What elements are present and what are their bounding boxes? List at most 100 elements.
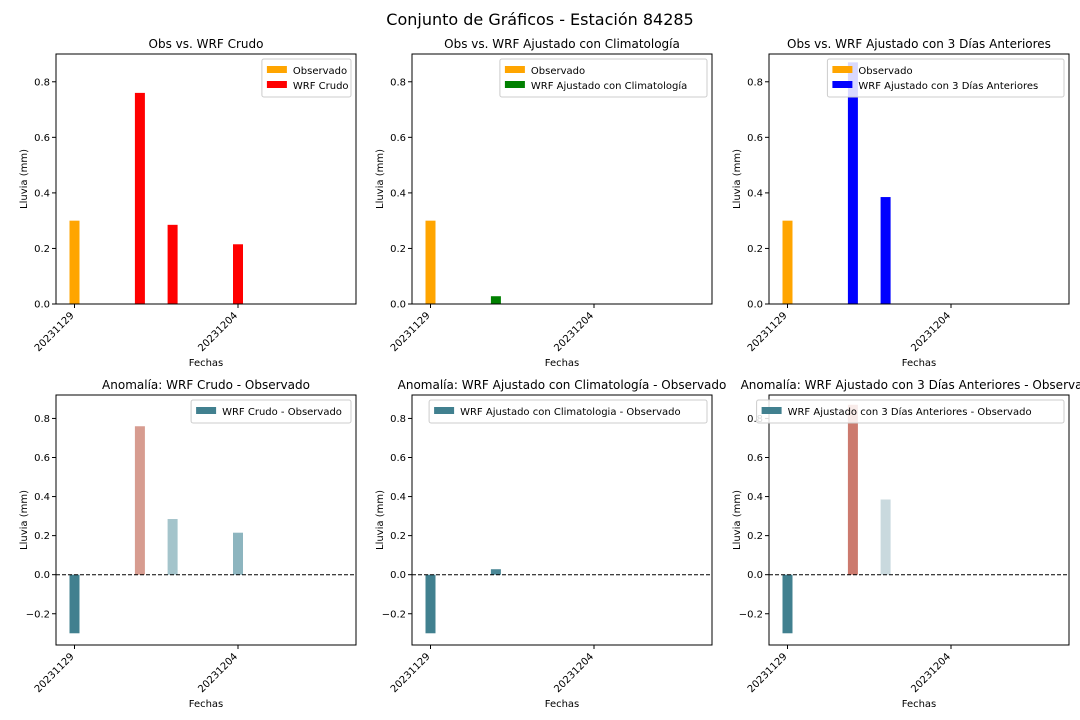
y-tick-label: 0.2 [34, 531, 50, 542]
legend-label: WRF Ajustado con Climatología [531, 80, 687, 92]
legend-label: Observado [858, 66, 912, 77]
x-tick-label: 20231129 [746, 651, 790, 695]
legend-box [826, 58, 1065, 98]
legend-box [756, 399, 1065, 424]
y-axis-label: Lluvia (mm) [732, 149, 743, 209]
y-axis-label: Lluvia (mm) [732, 490, 743, 550]
y-tick-label: 0.8 [34, 414, 50, 425]
y-tick-label: −0.2 [382, 609, 406, 620]
x-tick-label: 20231129 [746, 310, 790, 354]
bar [847, 62, 858, 305]
legend-swatch [504, 66, 525, 73]
bar [69, 220, 80, 304]
x-tick-label: 20231129 [33, 651, 77, 695]
chart-title: Obs vs. WRF Crudo [149, 37, 264, 51]
y-tick-label: 0.6 [390, 133, 406, 144]
chart-title: Anomalía: WRF Ajustado con 3 Días Anteri… [741, 378, 1080, 392]
axes-frame [768, 394, 1070, 646]
y-tick-label: 0.8 [390, 414, 406, 425]
axes-frame [768, 53, 1070, 305]
legend: WRF Ajustado con 3 Días Anteriores - Obs… [756, 399, 1065, 424]
axes-frame [55, 394, 357, 646]
bar [782, 220, 793, 304]
legend-label: WRF Ajustado con 3 Días Anteriores - Obs… [788, 406, 1032, 418]
legend-label: WRF Crudo - Observado [222, 407, 342, 418]
y-tick-label: 0.2 [747, 531, 763, 542]
bar [880, 499, 891, 575]
y-tick-label: 0.0 [390, 570, 406, 581]
y-axis-label: Lluvia (mm) [19, 490, 30, 550]
y-tick-label: 0.4 [747, 492, 763, 503]
y-tick-label: 0.6 [34, 453, 50, 464]
y-tick-label: 0.2 [747, 244, 763, 255]
bar [490, 296, 501, 304]
y-tick-label: 0.0 [34, 300, 50, 311]
x-axis-label: Fechas [189, 358, 224, 369]
y-tick-label: 0.8 [747, 414, 763, 425]
chart-title: Anomalía: WRF Ajustado con Climatología … [398, 378, 727, 392]
chart-1: Obs vs. WRF Crudo 0.0 0.2 0.4 0.6 0.8 20231129… [19, 37, 357, 369]
chart-2: Obs vs. WRF Ajustado con Climatología 0.0… [375, 37, 713, 369]
y-tick-label: 0.0 [390, 300, 406, 311]
legend-swatch [761, 407, 782, 414]
bar [880, 197, 891, 304]
x-axis-label: Fechas [545, 699, 580, 710]
y-tick-label: 0.6 [747, 133, 763, 144]
chart-title: Anomalía: WRF Crudo - Observado [102, 378, 310, 392]
x-axis-label: Fechas [902, 358, 937, 369]
bar [134, 92, 145, 304]
y-tick-label: 0.0 [747, 570, 763, 581]
legend-label: Observado [293, 66, 347, 77]
x-axis-label: Fechas [902, 699, 937, 710]
legend-swatch [196, 407, 217, 414]
y-tick-label: 0.6 [34, 133, 50, 144]
x-tick-label: 20231204 [552, 651, 596, 695]
axes-frame [411, 394, 713, 646]
y-tick-label: 0.6 [390, 453, 406, 464]
y-tick-label: −0.2 [26, 609, 50, 620]
chart-3: Obs vs. WRF Ajustado con 3 Días Anterior… [732, 37, 1070, 369]
legend: WRF Ajustado con Climatologia - Observad… [428, 399, 708, 424]
bar [69, 574, 80, 634]
legend-label: WRF Ajustado con 3 Días Anteriores [858, 80, 1038, 92]
legend-swatch [266, 81, 287, 88]
chart-title: Obs vs. WRF Ajustado con 3 Días Anterior… [787, 37, 1051, 51]
y-tick-label: 0.2 [390, 244, 406, 255]
x-tick-label: 20231129 [33, 310, 77, 354]
bar [425, 574, 436, 634]
bar [490, 569, 501, 575]
legend: WRF Crudo - Observado [190, 399, 352, 424]
x-tick-label: 20231129 [389, 651, 433, 695]
x-axis-label: Fechas [545, 358, 580, 369]
y-tick-label: 0.8 [34, 77, 50, 88]
chart-6: Anomalía: WRF Ajustado con 3 Días Anteri… [732, 378, 1080, 710]
bar [782, 574, 793, 634]
legend-label: WRF Crudo [293, 81, 349, 92]
y-tick-label: −0.2 [739, 609, 763, 620]
legend-box [428, 399, 708, 424]
y-axis-label: Lluvia (mm) [375, 149, 386, 209]
y-axis-label: Lluvia (mm) [19, 149, 30, 209]
x-axis-label: Fechas [189, 699, 224, 710]
legend: Observado WRF Crudo [261, 58, 352, 98]
axes-frame [55, 53, 357, 305]
legend-swatch [832, 81, 853, 88]
bar [425, 220, 436, 304]
y-tick-label: 0.0 [747, 300, 763, 311]
y-tick-label: 0.2 [390, 531, 406, 542]
y-tick-label: 0.0 [34, 570, 50, 581]
bar [847, 404, 858, 575]
figure-title: Conjunto de Gráficos - Estación 84285 [386, 10, 694, 29]
legend: Observado WRF Ajustado con Climatología [499, 58, 708, 98]
x-tick-label: 20231129 [389, 310, 433, 354]
bar [134, 426, 145, 575]
legend-swatch [832, 66, 853, 73]
legend-label: Observado [531, 66, 585, 77]
y-tick-label: 0.4 [390, 492, 406, 503]
axes-frame [411, 53, 713, 305]
y-tick-label: 0.8 [747, 77, 763, 88]
chart-title: Obs vs. WRF Ajustado con Climatología [444, 37, 680, 51]
y-tick-label: 0.4 [747, 188, 763, 199]
x-tick-label: 20231204 [196, 310, 240, 354]
